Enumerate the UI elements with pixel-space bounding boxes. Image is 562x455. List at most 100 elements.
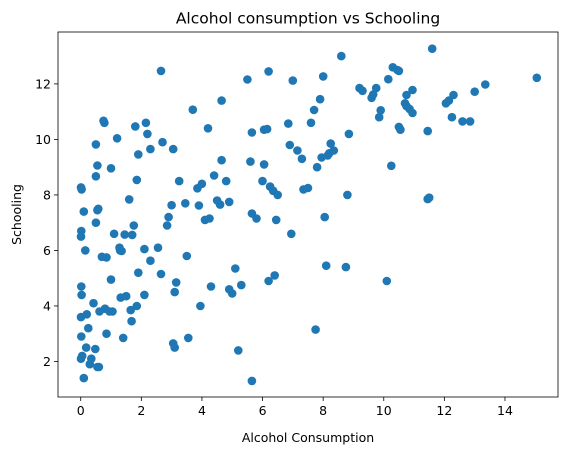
data-point-116 [271,215,281,225]
data-point-64 [153,243,163,252]
data-point-120 [287,229,296,239]
data-point-76 [174,176,184,186]
data-point-89 [209,171,219,180]
data-point-63 [146,256,155,266]
data-point-147 [368,90,378,99]
data-point-167 [427,44,437,53]
data-point-59 [140,290,149,300]
data-point-83 [196,301,205,311]
y-tick-label: 6 [43,243,51,258]
data-point-133 [320,212,330,222]
y-tick-label: 2 [43,354,51,369]
data-point-125 [303,183,313,193]
plot-area-frame [57,31,559,398]
data-point-67 [156,269,166,279]
data-point-25 [91,218,101,227]
data-point-138 [329,146,339,155]
data-point-56 [134,268,143,278]
data-point-140 [341,262,351,272]
data-point-93 [217,155,226,165]
data-point-102 [246,157,255,166]
data-point-171 [449,90,458,100]
data-point-66 [158,137,167,147]
data-point-50 [126,305,135,315]
data-point-12 [82,310,92,319]
data-point-144 [358,86,367,96]
data-point-82 [194,201,204,210]
x-tick-label: 4 [198,403,206,418]
data-point-163 [408,108,417,118]
data-point-65 [156,66,166,76]
data-point-96 [224,197,234,207]
data-point-98 [231,264,240,273]
data-point-78 [184,333,193,343]
data-point-106 [252,214,261,223]
data-point-75 [171,278,181,287]
x-tick-label: 8 [319,403,327,418]
data-point-5 [77,290,86,300]
data-point-117 [273,190,283,200]
data-point-172 [458,117,467,126]
x-tick-label: 6 [259,403,267,418]
data-point-77 [181,199,190,208]
data-point-155 [394,66,404,76]
data-point-123 [297,154,307,164]
data-point-51 [127,316,136,326]
data-point-10 [79,207,89,216]
data-point-49 [127,230,137,240]
x-tick-label: 0 [77,403,85,418]
data-point-112 [264,276,273,286]
data-point-170 [447,112,457,122]
data-point-132 [318,72,328,81]
data-point-119 [285,140,295,150]
data-point-110 [262,124,272,134]
data-point-45 [118,333,128,343]
data-point-54 [132,175,142,185]
data-point-71 [168,144,178,154]
data-point-80 [188,105,198,114]
data-point-115 [270,271,280,280]
data-point-87 [205,214,214,223]
x-tick-label: 10 [376,403,392,418]
data-point-111 [264,67,273,76]
data-point-60 [141,118,151,128]
data-point-157 [396,125,405,134]
data-point-17 [87,354,96,364]
data-point-86 [203,124,213,133]
data-point-139 [337,51,346,61]
data-point-166 [424,193,434,202]
data-points [76,44,542,386]
data-point-176 [532,73,542,83]
data-point-100 [237,280,246,290]
y-tick-label: 12 [35,76,51,91]
data-point-142 [344,129,354,139]
data-point-44 [117,246,126,256]
data-point-127 [309,105,319,115]
y-axis-label: Schooling [9,184,24,245]
data-point-174 [470,87,480,96]
data-point-18 [89,298,98,308]
data-point-164 [423,126,433,136]
data-point-57 [132,301,142,311]
data-point-58 [140,244,149,254]
data-point-70 [167,200,176,210]
data-point-62 [146,144,155,154]
data-point-79 [182,251,192,261]
data-point-21 [93,161,102,170]
data-point-53 [129,221,139,230]
data-point-137 [326,139,336,148]
data-point-149 [376,106,386,115]
data-point-118 [284,119,293,128]
data-point-175 [481,80,490,89]
data-point-19 [91,344,100,354]
x-axis-ticks: 0 2 4 6 8 10 12 14 [77,397,513,418]
data-point-38 [109,229,119,239]
data-point-1 [77,185,86,194]
x-tick-label: 2 [137,403,145,418]
data-point-9 [77,351,87,361]
x-tick-label: 14 [497,403,513,418]
data-point-14 [79,373,89,383]
x-axis-label: Alcohol Consumption [242,430,374,445]
data-point-92 [217,96,226,105]
